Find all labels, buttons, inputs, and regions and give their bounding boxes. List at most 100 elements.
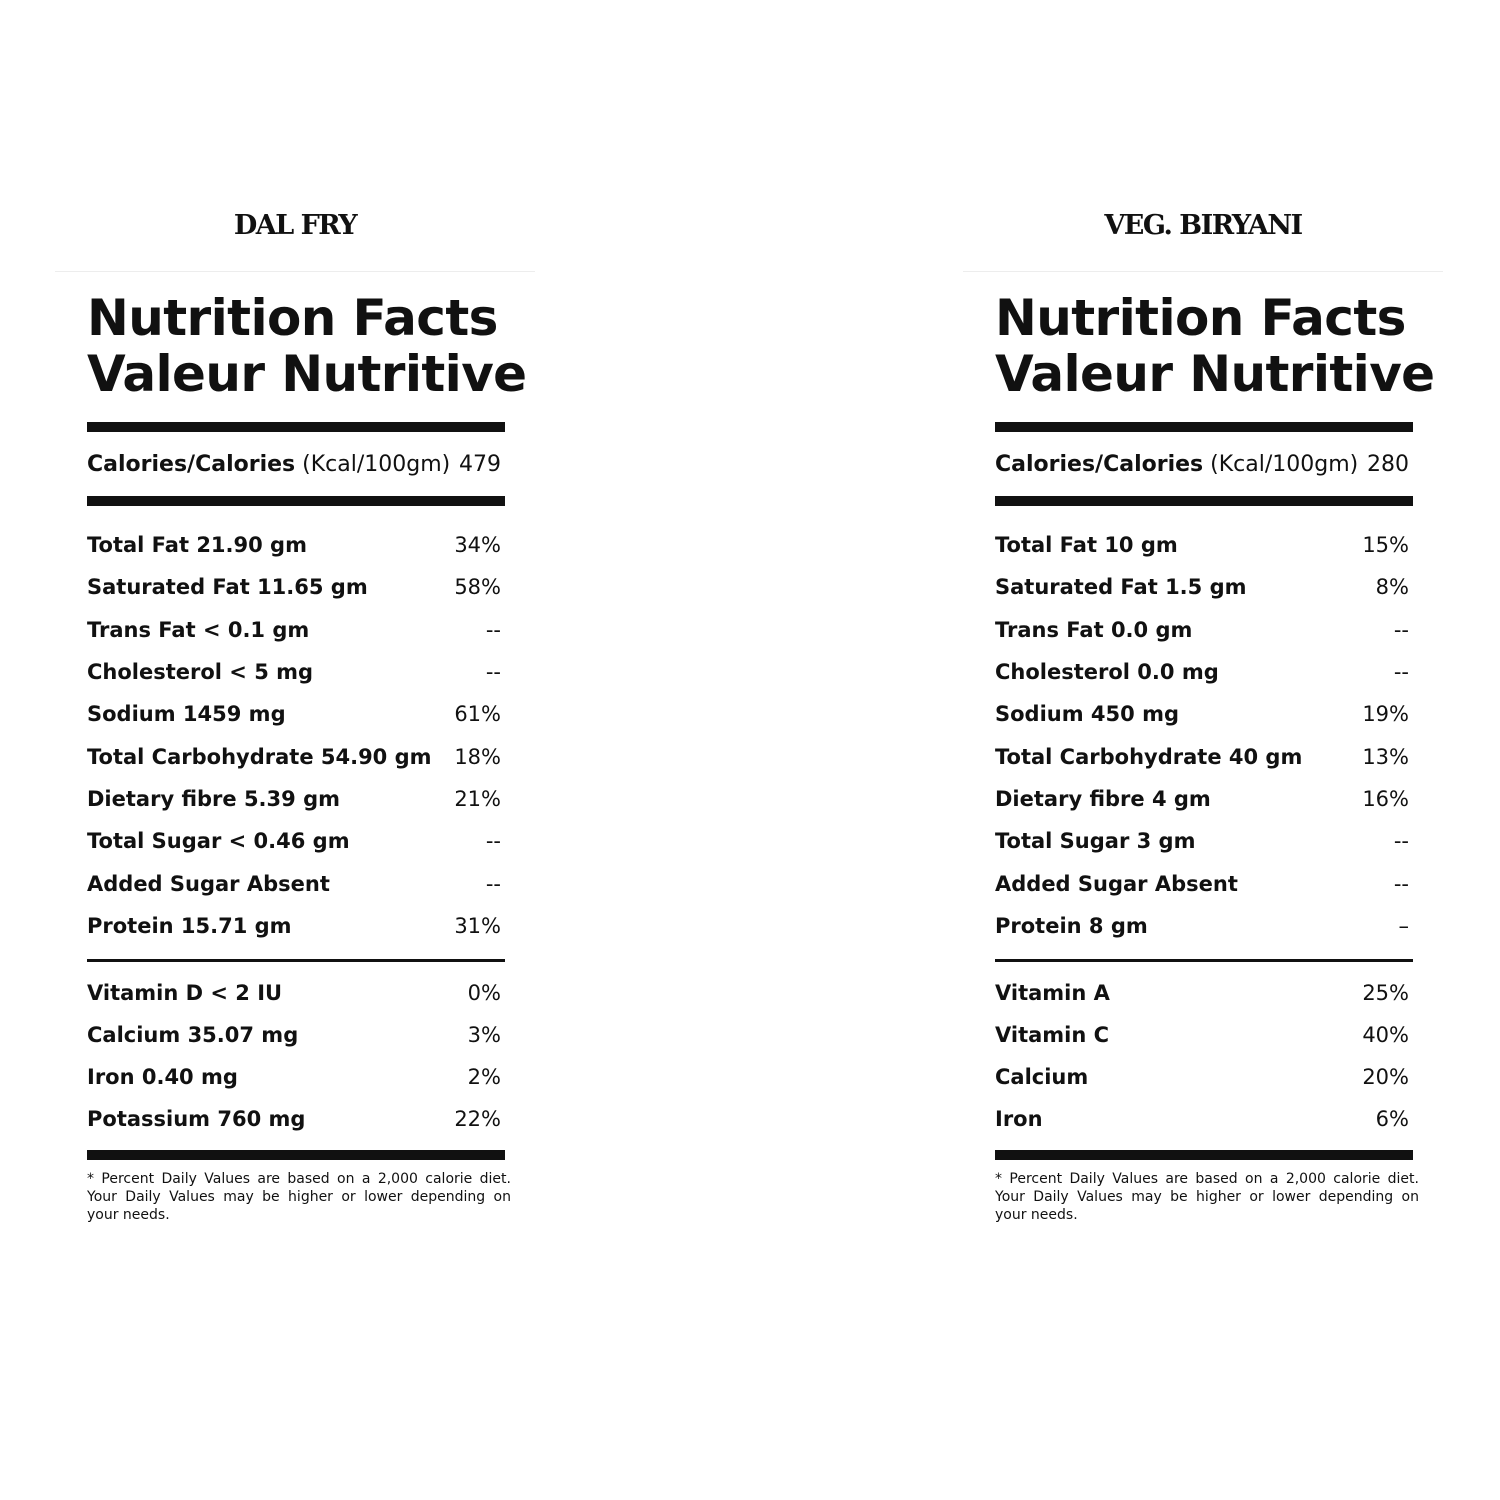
thin-divider bbox=[87, 958, 505, 962]
nutrient-name: Cholesterol 0.0 mg bbox=[995, 660, 1219, 685]
thick-divider bbox=[87, 1149, 505, 1160]
nutrient-value: -- bbox=[1393, 871, 1409, 896]
vitamin-row: Vitamin A 25% bbox=[995, 972, 1413, 1014]
vitamin-row: Iron 0.40 mg 2% bbox=[87, 1056, 505, 1098]
nutrient-row: Added Sugar Absent -- bbox=[87, 862, 505, 904]
heading-english: Nutrition Facts bbox=[995, 289, 1406, 347]
nutrient-value: – bbox=[1398, 913, 1410, 938]
nutrient-value: -- bbox=[485, 829, 501, 854]
product-title-dal-fry: DAL FRY bbox=[233, 210, 358, 241]
thick-divider bbox=[995, 422, 1413, 432]
nutrient-row: Total Carbohydrate 40 gm 13% bbox=[995, 735, 1413, 777]
vitamin-name: Iron 0.40 mg bbox=[87, 1064, 238, 1089]
nutrient-name: Added Sugar Absent bbox=[995, 871, 1238, 896]
vitamin-name: Calcium bbox=[995, 1064, 1089, 1089]
nutrient-row: Total Carbohydrate 54.90 gm 18% bbox=[87, 735, 505, 777]
panel-top-divider bbox=[55, 271, 535, 272]
vitamin-name: Iron bbox=[995, 1106, 1043, 1131]
nutrient-name: Total Fat 21.90 gm bbox=[87, 533, 307, 558]
vitamin-name: Vitamin C bbox=[995, 1022, 1110, 1047]
nutrient-row: Total Sugar < 0.46 gm -- bbox=[87, 820, 505, 862]
nutrient-name: Total Sugar < 0.46 gm bbox=[87, 829, 350, 854]
nutrition-panel-veg-biryani: Nutrition Facts Valeur Nutritive Calorie… bbox=[963, 0, 1443, 1500]
nutrient-row: Cholesterol 0.0 mg -- bbox=[995, 651, 1413, 693]
nutrient-name: Protein 8 gm bbox=[995, 913, 1148, 938]
nutrient-value: 34% bbox=[454, 533, 501, 558]
nutrient-row: Dietary fibre 4 gm 16% bbox=[995, 778, 1413, 820]
nutrient-name: Trans Fat < 0.1 gm bbox=[87, 617, 310, 642]
nutrient-row: Sodium 1459 mg 61% bbox=[87, 693, 505, 735]
nutrient-row: Cholesterol < 5 mg -- bbox=[87, 651, 505, 693]
vitamin-value: 0% bbox=[467, 980, 501, 1005]
vitamin-value: 25% bbox=[1362, 980, 1409, 1005]
calories-unit: (Kcal/100gm) bbox=[302, 451, 451, 477]
nutrient-name: Sodium 1459 mg bbox=[87, 702, 286, 727]
vitamin-value: 2% bbox=[467, 1064, 501, 1089]
nutrient-row: Total Sugar 3 gm -- bbox=[995, 820, 1413, 862]
nutrition-panel-dal-fry: Nutrition Facts Valeur Nutritive Calorie… bbox=[55, 0, 535, 1500]
vitamin-row: Potassium 760 mg 22% bbox=[87, 1098, 505, 1140]
nutrient-row: Total Fat 21.90 gm 34% bbox=[87, 524, 505, 566]
nutrient-value: 31% bbox=[454, 913, 501, 938]
nutrient-name: Total Sugar 3 gm bbox=[995, 829, 1196, 854]
vitamin-name: Vitamin D < 2 IU bbox=[87, 980, 283, 1005]
calories-row: Calories/Calories (Kcal/100gm) 280 bbox=[995, 432, 1413, 496]
nutrient-value: 16% bbox=[1362, 786, 1409, 811]
nutrient-value: 19% bbox=[1362, 702, 1409, 727]
vitamin-value: 20% bbox=[1362, 1064, 1409, 1089]
calories-label: Calories/Calories bbox=[995, 451, 1204, 477]
vitamin-row: Vitamin D < 2 IU 0% bbox=[87, 972, 505, 1014]
nutrient-value: -- bbox=[485, 871, 501, 896]
thin-divider bbox=[995, 958, 1413, 962]
nutrient-name: Added Sugar Absent bbox=[87, 871, 330, 896]
nutrient-name: Trans Fat 0.0 gm bbox=[995, 617, 1193, 642]
nutrient-name: Sodium 450 mg bbox=[995, 702, 1179, 727]
nutrient-row: Total Fat 10 gm 15% bbox=[995, 524, 1413, 566]
nutrient-value: 58% bbox=[454, 575, 501, 600]
heading-french: Valeur Nutritive bbox=[87, 345, 527, 403]
nutrient-name: Dietary fibre 5.39 gm bbox=[87, 786, 340, 811]
thick-divider bbox=[995, 496, 1413, 506]
vitamin-value: 40% bbox=[1362, 1022, 1409, 1047]
nutrient-row: Saturated Fat 11.65 gm 58% bbox=[87, 566, 505, 608]
vitamin-row: Calcium 20% bbox=[995, 1056, 1413, 1098]
nutrient-name: Protein 15.71 gm bbox=[87, 913, 292, 938]
nutrient-value: 18% bbox=[454, 744, 501, 769]
nutrient-value: 61% bbox=[454, 702, 501, 727]
vitamin-name: Calcium 35.07 mg bbox=[87, 1022, 299, 1047]
nutrient-name: Saturated Fat 1.5 gm bbox=[995, 575, 1247, 600]
calories-value: 479 bbox=[459, 451, 501, 477]
nutrient-value: -- bbox=[485, 617, 501, 642]
nutrient-value: 13% bbox=[1362, 744, 1409, 769]
vitamin-value: 3% bbox=[467, 1022, 501, 1047]
thick-divider bbox=[87, 496, 505, 506]
footnote: * Percent Daily Values are based on a 2,… bbox=[87, 1170, 511, 1223]
nutrient-name: Total Fat 10 gm bbox=[995, 533, 1178, 558]
calories-value: 280 bbox=[1367, 451, 1409, 477]
calories-row: Calories/Calories (Kcal/100gm) 479 bbox=[87, 432, 505, 496]
vitamin-name: Vitamin A bbox=[995, 980, 1110, 1005]
thick-divider bbox=[87, 422, 505, 432]
nutrient-value: -- bbox=[1393, 660, 1409, 685]
calories-label: Calories/Calories bbox=[87, 451, 296, 477]
nutrient-row: Trans Fat < 0.1 gm -- bbox=[87, 609, 505, 651]
nutrient-row: Protein 15.71 gm 31% bbox=[87, 905, 505, 947]
nutrient-row: Protein 8 gm – bbox=[995, 905, 1413, 947]
nutrient-row: Added Sugar Absent -- bbox=[995, 862, 1413, 904]
calories-unit: (Kcal/100gm) bbox=[1210, 451, 1359, 477]
nutrient-row: Sodium 450 mg 19% bbox=[995, 693, 1413, 735]
nutrient-value: 21% bbox=[454, 786, 501, 811]
vitamin-row: Calcium 35.07 mg 3% bbox=[87, 1014, 505, 1056]
nutrient-row: Trans Fat 0.0 gm -- bbox=[995, 609, 1413, 651]
vitamin-value: 22% bbox=[454, 1106, 501, 1131]
nutrition-label: Nutrition Facts Valeur Nutritive Calorie… bbox=[87, 289, 527, 1224]
heading-english: Nutrition Facts bbox=[87, 289, 498, 347]
nutrient-name: Saturated Fat 11.65 gm bbox=[87, 575, 368, 600]
nutrient-row: Dietary fibre 5.39 gm 21% bbox=[87, 778, 505, 820]
nutrient-name: Total Carbohydrate 40 gm bbox=[995, 744, 1303, 769]
vitamin-row: Vitamin C 40% bbox=[995, 1014, 1413, 1056]
vitamin-name: Potassium 760 mg bbox=[87, 1106, 306, 1131]
nutrition-label: Nutrition Facts Valeur Nutritive Calorie… bbox=[995, 289, 1435, 1224]
nutrient-name: Dietary fibre 4 gm bbox=[995, 786, 1211, 811]
product-title-veg-biryani: VEG. BIRYANI bbox=[1104, 210, 1303, 241]
